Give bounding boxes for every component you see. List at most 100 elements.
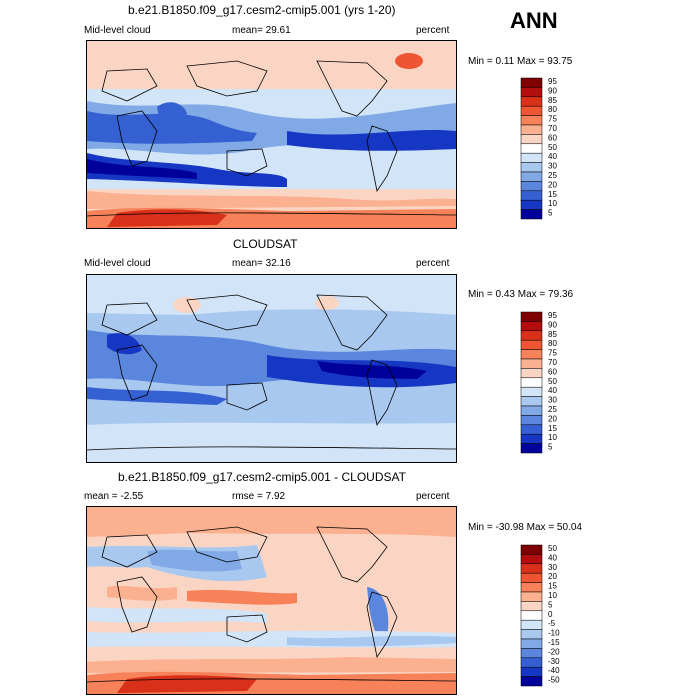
colorbar-tick-label: 80 (548, 105, 557, 114)
colorbar-swatch (520, 311, 543, 322)
colorbar-tick-label: 50 (548, 377, 557, 386)
colorbar-tick-label: 95 (548, 77, 557, 86)
colorbar-swatch (520, 619, 543, 630)
colorbar-swatch (520, 143, 543, 154)
colorbar-tick-label: 20 (548, 180, 557, 189)
colorbar-swatch (520, 638, 543, 649)
colorbar-tick-label: 0 (548, 610, 553, 619)
colorbar-swatch (520, 676, 543, 687)
colorbar-swatch (520, 386, 543, 397)
colorbar-swatch (520, 377, 543, 388)
colorbar: 95 90 85 80 75 70 60 50 40 30 25 20 15 10 5 (520, 311, 581, 462)
mean-label: mean = -2.55 (84, 491, 144, 502)
colorbar-swatch (520, 572, 543, 583)
panel-title: b.e21.B1850.f09_g17.cesm2-cmip5.001 (yrs… (128, 3, 396, 17)
colorbar-tick-label: 25 (548, 171, 557, 180)
panel-title: b.e21.B1850.f09_g17.cesm2-cmip5.001 - CL… (118, 470, 406, 484)
season-label: ANN (510, 8, 558, 33)
colorbar-tick-label: 85 (548, 96, 557, 105)
colorbar-swatch (520, 433, 543, 444)
rmse-label: rmse = 7.92 (232, 491, 286, 502)
colorbar-tick-label: 95 (548, 311, 557, 320)
colorbar-swatch (520, 330, 543, 341)
colorbar-swatch (520, 181, 543, 192)
colorbar-swatch (520, 405, 543, 416)
colorbar-tick-label: 15 (548, 582, 557, 591)
colorbar-tick-label: 10 (548, 591, 557, 600)
colorbar-tick-label: 90 (548, 86, 557, 95)
colorbar-swatch (520, 657, 543, 668)
colorbar-tick-label: 5 (548, 209, 553, 218)
colorbar-swatch (520, 87, 543, 98)
colorbar-tick-label: 20 (548, 414, 557, 423)
colorbar: 95 90 85 80 75 70 60 50 40 30 25 20 15 10 5 (520, 77, 581, 228)
colorbar-tick-label: 85 (548, 330, 557, 339)
colorbar-swatch (520, 171, 543, 182)
colorbar-tick-label: 10 (548, 433, 557, 442)
colorbar-tick-label: 30 (548, 396, 557, 405)
colorbar-tick-label: 80 (548, 339, 557, 348)
colorbar-tick-label: -30 (548, 657, 560, 666)
map-field (87, 275, 456, 462)
minmax-label: Min = -30.98 Max = 50.04 (468, 522, 582, 533)
colorbar-swatch (520, 648, 543, 659)
colorbar-swatch (520, 415, 543, 426)
colorbar-swatch (520, 424, 543, 435)
colorbar-tick-label: -20 (548, 647, 560, 656)
minmax-label: Min = 0.43 Max = 79.36 (468, 289, 574, 300)
variable-label: Mid-level cloud (84, 25, 151, 36)
colorbar-tick-label: -15 (548, 638, 560, 647)
colorbar-swatch (520, 96, 543, 107)
colorbar-tick-label: 25 (548, 405, 557, 414)
colorbar-swatch (520, 629, 543, 640)
colorbar-swatch (520, 339, 543, 350)
colorbar-swatch (520, 544, 543, 555)
colorbar-tick-label: -10 (548, 629, 560, 638)
colorbar-tick-label: 30 (548, 162, 557, 171)
colorbar-tick-label: 50 (548, 544, 557, 553)
colorbar-swatch (520, 105, 543, 116)
colorbar-swatch (520, 563, 543, 574)
colorbar-swatch (520, 554, 543, 565)
colorbar-tick-label: 60 (548, 367, 557, 376)
units-label: percent (416, 491, 450, 502)
colorbar-tick-label: 15 (548, 190, 557, 199)
colorbar-tick-label: 70 (548, 358, 557, 367)
colorbar-swatch (520, 77, 543, 88)
colorbar-swatch (520, 190, 543, 201)
colorbar-swatch (520, 134, 543, 145)
colorbar-swatch (520, 396, 543, 407)
difference-map (86, 506, 457, 695)
variable-label: Mid-level cloud (84, 258, 151, 269)
colorbar-tick-label: 5 (548, 443, 553, 452)
colorbar-tick-label: 90 (548, 320, 557, 329)
colorbar-swatch (520, 443, 543, 454)
colorbar-tick-label: 5 (548, 600, 553, 609)
colorbar-swatch (520, 610, 543, 621)
minmax-label: Min = 0.11 Max = 93.75 (468, 56, 573, 67)
colorbar-tick-label: 20 (548, 572, 557, 581)
colorbar-swatch (520, 199, 543, 210)
colorbar-tick-label: -40 (548, 666, 560, 675)
cloud-map (86, 40, 457, 229)
mean-label: mean= 29.61 (232, 25, 291, 36)
panel-title: CLOUDSAT (233, 237, 298, 251)
colorbar-swatch (520, 601, 543, 612)
colorbar: 50 40 30 20 15 10 5 0 -5 -10 -15 -20 -30 -40 -50 (520, 544, 581, 695)
units-label: percent (416, 258, 450, 269)
colorbar-tick-label: -5 (548, 619, 556, 628)
colorbar-swatch (520, 115, 543, 126)
map-field (87, 507, 456, 694)
map-field (87, 41, 456, 228)
colorbar-tick-label: 60 (548, 133, 557, 142)
colorbar-tick-label: 70 (548, 124, 557, 133)
colorbar-tick-label: 75 (548, 115, 557, 124)
colorbar-swatch (520, 321, 543, 332)
units-label: percent (416, 25, 450, 36)
colorbar-tick-label: 40 (548, 152, 557, 161)
colorbar-swatch (520, 162, 543, 173)
colorbar-swatch (520, 666, 543, 677)
